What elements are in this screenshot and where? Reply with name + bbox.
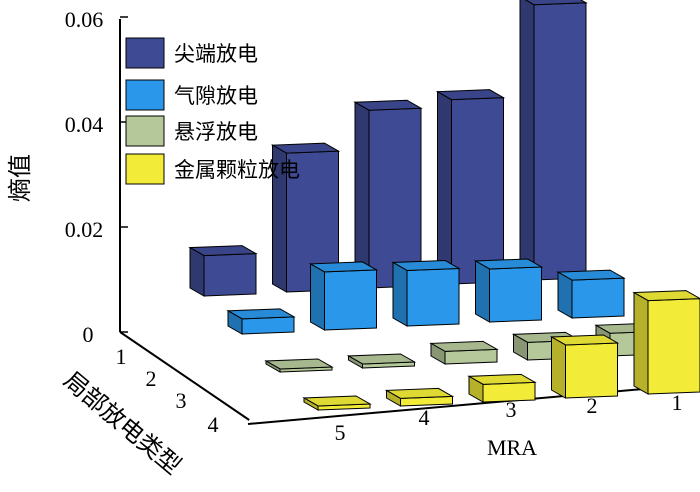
bar-front-face <box>533 2 587 281</box>
bar-2-1 <box>556 269 626 319</box>
bar-4-2 <box>549 334 620 399</box>
bar-4-4 <box>384 387 455 407</box>
bar-front-face <box>489 266 542 323</box>
bar-side-face <box>386 389 401 407</box>
mra-tick-label: 2 <box>587 393 598 418</box>
bars-layer <box>188 0 700 411</box>
legend: 尖端放电 气隙放电 悬浮放电 金属颗粒放电 <box>125 37 300 185</box>
legend-label: 尖端放电 <box>174 42 258 66</box>
bar-2-5 <box>226 308 296 335</box>
bar-1-2 <box>435 89 506 285</box>
type-tick-label: 4 <box>208 412 219 437</box>
bar-4-3 <box>467 373 537 403</box>
type-tick-label: 3 <box>176 388 187 413</box>
legend-swatch <box>125 79 165 111</box>
bar-1-1 <box>519 0 588 281</box>
bar-1-4 <box>270 142 341 293</box>
legend-swatch <box>125 37 165 69</box>
bar-1-5 <box>188 245 258 297</box>
bar-front-face <box>203 253 257 297</box>
bar-side-face <box>265 360 281 373</box>
z-tick-label: 0.02 <box>65 217 104 242</box>
bar-side-face <box>437 90 452 285</box>
mra-tick-label: 1 <box>672 390 683 415</box>
bar-front-face <box>241 316 295 335</box>
bar-front-face <box>406 267 460 327</box>
bar-front-face <box>565 342 618 399</box>
bar-side-face <box>189 246 205 297</box>
axes-layer <box>119 16 700 425</box>
bar-side-face <box>354 101 370 289</box>
bar-side-face <box>475 260 490 323</box>
bar-side-face <box>303 397 319 411</box>
bar-4-5 <box>302 395 372 411</box>
bar-1-3 <box>353 99 423 289</box>
z-tick-label: 0.04 <box>65 112 104 137</box>
mra-tick-label: 4 <box>419 405 430 430</box>
mra-tick-label: 5 <box>335 420 346 445</box>
bar-side-face <box>551 336 566 399</box>
bar-top-face <box>524 0 588 6</box>
bar-front-face <box>647 298 700 395</box>
bar-side-face <box>272 144 287 293</box>
bar-side-face <box>633 291 649 395</box>
bar-3-4 <box>346 353 417 369</box>
mra-axis-title: MRA <box>487 435 537 460</box>
bar-2-4 <box>308 261 379 331</box>
bar-3-3 <box>429 340 499 365</box>
bar-side-face <box>392 261 408 327</box>
legend-label: 悬浮放电 <box>174 120 258 144</box>
bar-front-face <box>451 97 504 285</box>
mra-tick-label: 3 <box>506 397 517 422</box>
mra-axis-line <box>247 383 700 425</box>
bar-front-face <box>324 269 377 331</box>
type-tick-label: 2 <box>146 366 157 391</box>
bar-side-face <box>348 355 363 369</box>
z-tick-label: 0.06 <box>65 7 104 32</box>
legend-label: 金属颗粒放电 <box>174 158 300 182</box>
bar-side-face <box>513 333 528 361</box>
legend-swatch <box>125 153 165 185</box>
bar-side-face <box>557 271 573 319</box>
bar-side-face <box>430 342 446 365</box>
bar-4-1 <box>632 290 700 395</box>
z-axis-title: 熵值 <box>6 154 34 202</box>
bar-2-2 <box>473 258 544 323</box>
bar-side-face <box>310 263 325 331</box>
legend-swatch <box>125 115 165 147</box>
legend-label: 气隙放电 <box>174 84 258 108</box>
bar-front-face <box>368 107 422 289</box>
type-tick-label: 1 <box>116 344 127 369</box>
bar-3-5 <box>264 358 334 373</box>
type-axis-line <box>119 331 250 421</box>
type-axis-title: 局部放电类型 <box>58 366 186 480</box>
bar-side-face <box>227 309 243 335</box>
bar-2-3 <box>391 259 461 327</box>
bar-side-face <box>468 375 484 403</box>
bar-front-face <box>571 277 625 319</box>
bar-side-face <box>519 0 535 281</box>
z-tick-label: 0 <box>83 322 94 347</box>
